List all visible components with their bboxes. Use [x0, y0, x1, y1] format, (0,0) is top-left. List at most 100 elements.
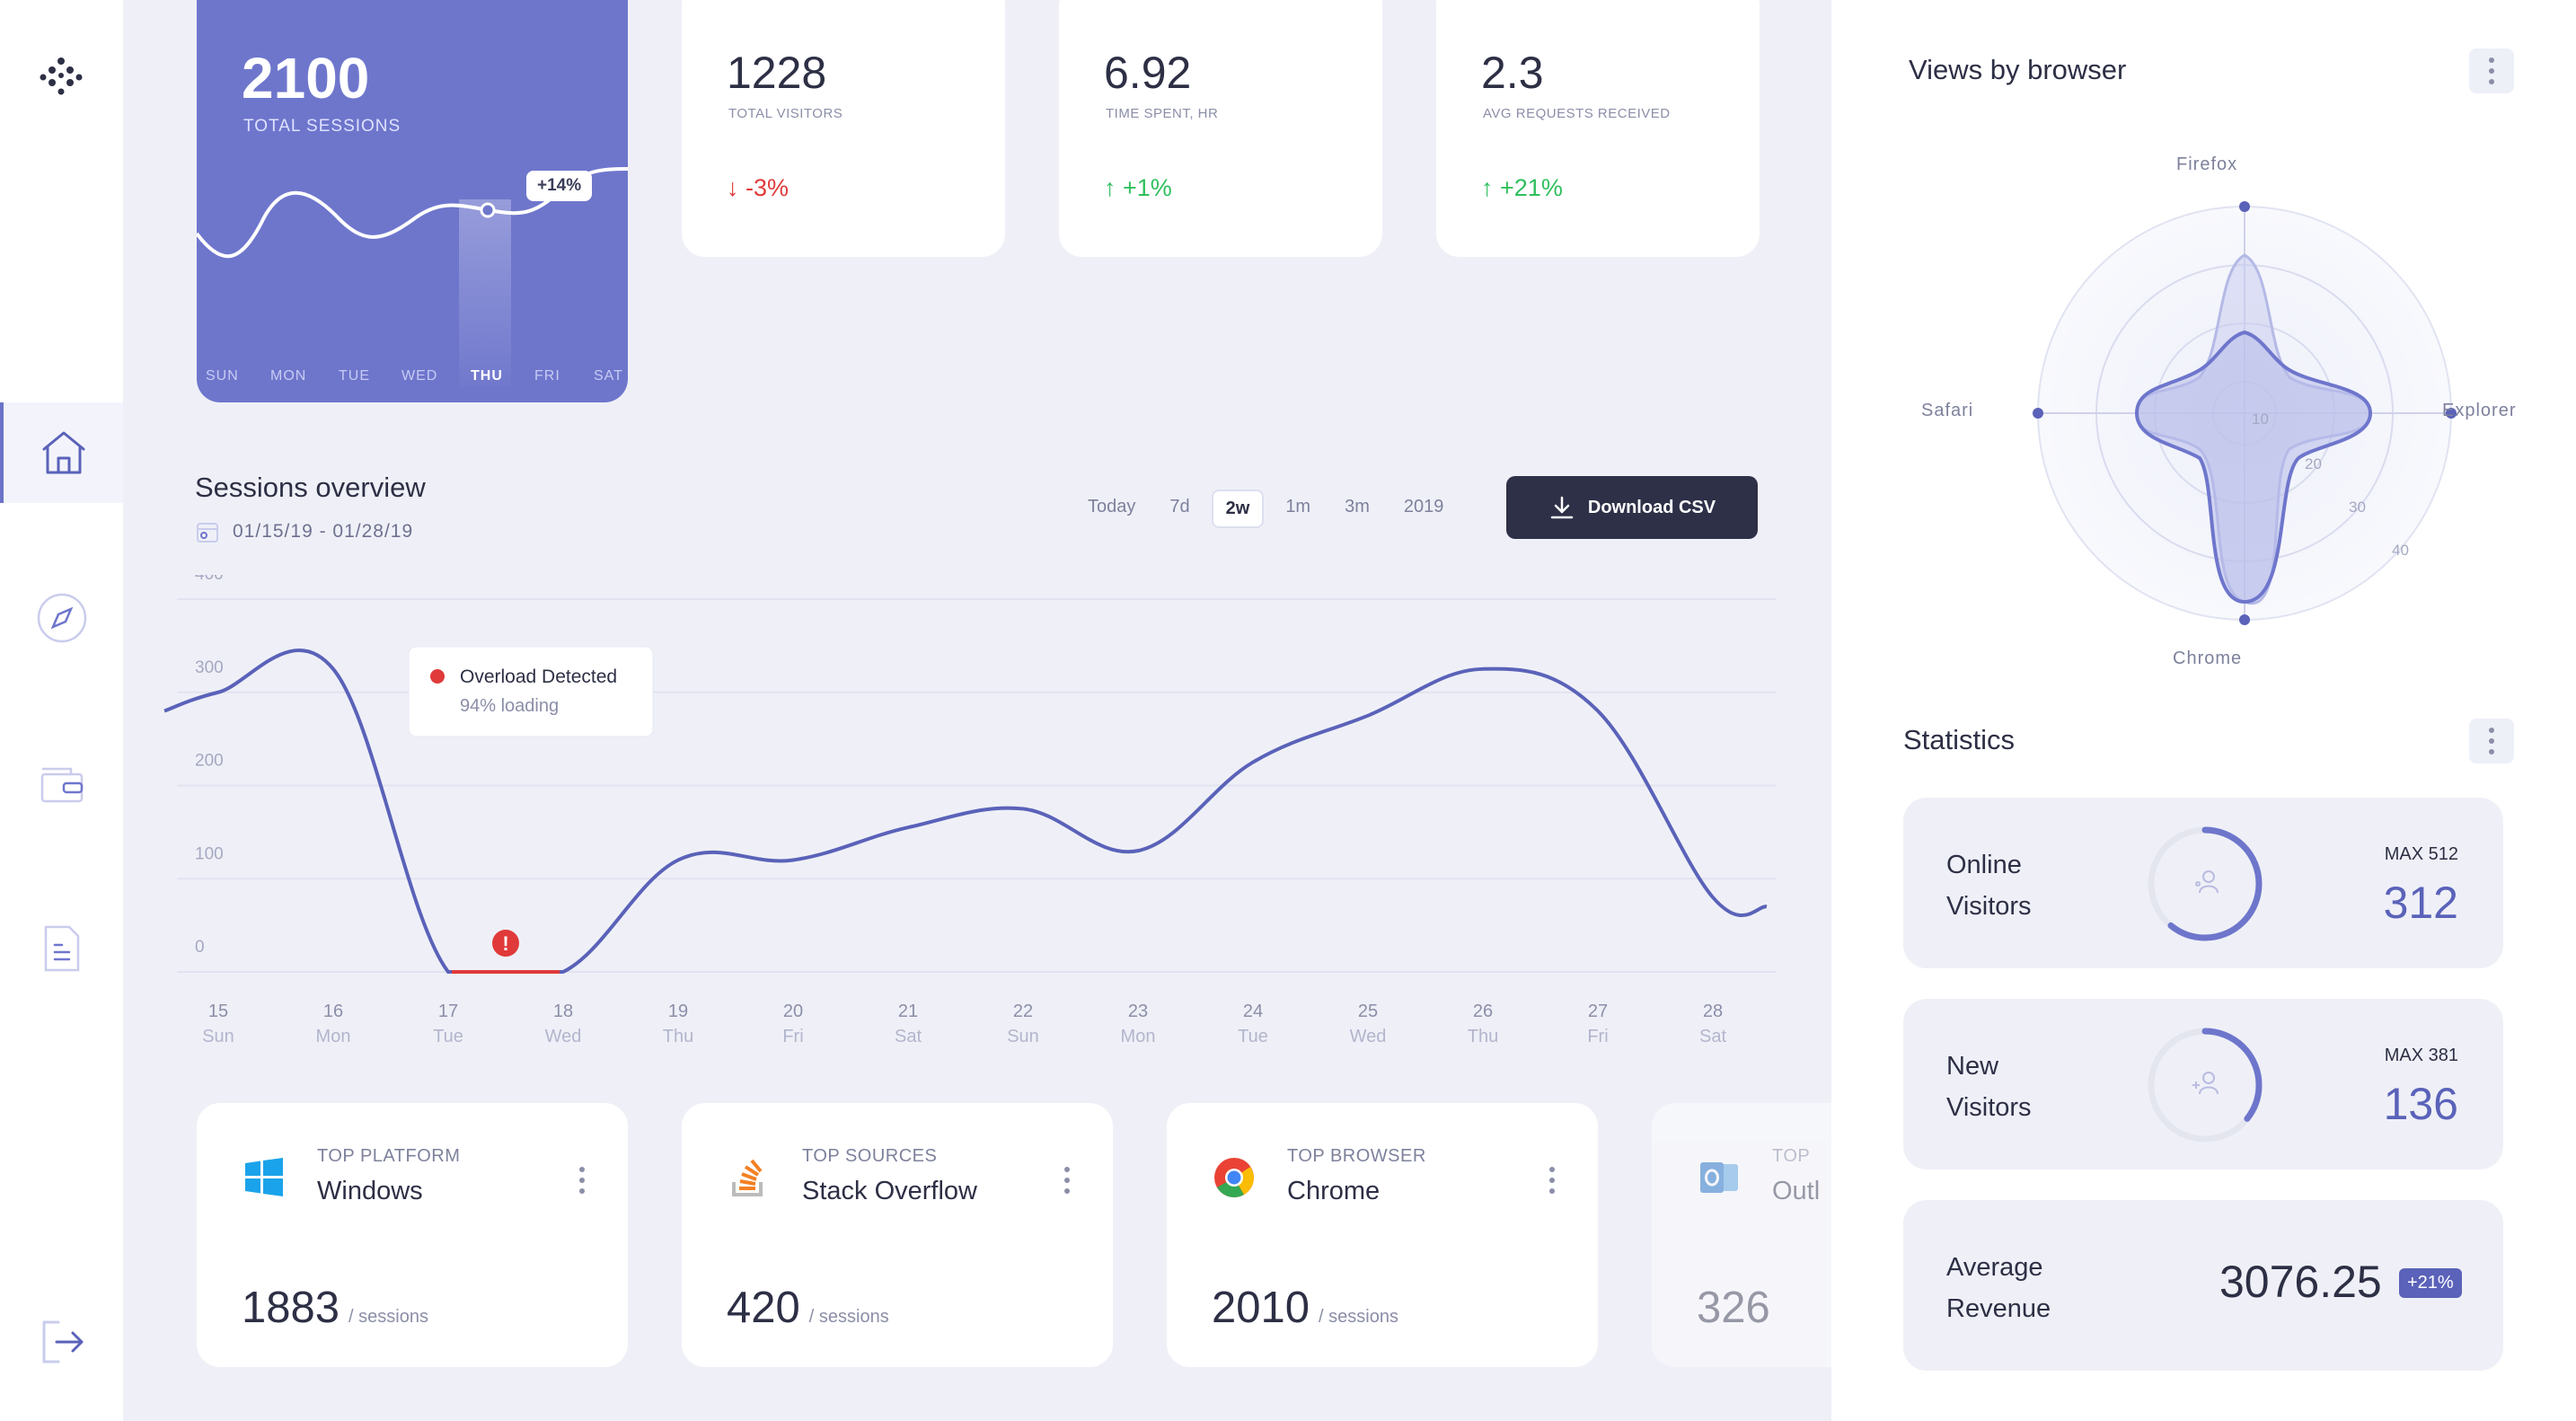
top-email-card[interactable]: TOP Outl 326	[1652, 1103, 1831, 1367]
radar-label-chrome: Chrome	[2173, 649, 2243, 668]
compass-icon	[37, 593, 86, 643]
x-tick-sublabel: Wed	[545, 1027, 582, 1046]
data-point[interactable]	[1359, 707, 1377, 725]
nav-logout[interactable]	[0, 1292, 123, 1392]
statistics-title: Statistics	[1903, 724, 2016, 755]
day-label-selected[interactable]: THU	[471, 368, 503, 384]
radar-ring-label: 20	[2305, 455, 2322, 472]
outlook-icon	[1700, 1162, 1738, 1193]
date-range[interactable]: 01/15/19 - 01/28/19	[233, 521, 414, 542]
x-tick-label: 28	[1703, 1002, 1723, 1021]
data-point[interactable]	[439, 963, 457, 981]
nav-compass[interactable]	[0, 568, 123, 668]
top-sources-card[interactable]: TOP SOURCES Stack Overflow 420/ sessions	[682, 1103, 1113, 1367]
online-visitors-card[interactable]: Online Visitors MAX 512 312	[1903, 798, 2503, 968]
stat-change: ↑ +21%	[1481, 174, 1563, 201]
kebab-menu-icon[interactable]	[578, 1166, 587, 1195]
x-tick-sublabel: Sat	[1699, 1027, 1726, 1046]
nav-home[interactable]	[0, 402, 123, 503]
sessions-wave-chart	[197, 167, 628, 386]
day-label[interactable]: SAT	[594, 368, 623, 384]
wave-point[interactable]	[480, 202, 496, 218]
x-tick-label: 19	[668, 1002, 688, 1021]
card-value: 1883/ sessions	[242, 1284, 428, 1332]
data-point[interactable]	[1704, 888, 1722, 906]
dots-logo-icon[interactable]	[38, 52, 84, 99]
svg-text:!: !	[502, 932, 508, 955]
arrow-up-icon: ↑	[1104, 174, 1116, 201]
nav-document[interactable]	[0, 898, 123, 999]
chrome-icon	[1214, 1158, 1254, 1197]
data-point[interactable]	[1589, 702, 1607, 720]
day-label[interactable]: FRI	[534, 368, 560, 384]
data-point[interactable]	[899, 818, 917, 836]
day-label[interactable]: SUN	[206, 368, 239, 384]
new-visitors-ring	[2148, 1028, 2263, 1143]
range-3m[interactable]: 3m	[1345, 497, 1370, 516]
radar-label-explorer: Explorer	[2442, 401, 2517, 420]
wallet-icon	[40, 767, 83, 803]
download-csv-button[interactable]: Download CSV	[1506, 476, 1758, 539]
radar-point[interactable]	[2446, 408, 2457, 419]
x-tick-sublabel: Thu	[663, 1027, 693, 1046]
total-sessions-value: 2100	[242, 46, 370, 110]
data-point[interactable]	[209, 684, 227, 702]
radar-ring-label: 10	[2252, 410, 2269, 428]
stat-label: AVG REQUESTS RECEIVED	[1483, 106, 1671, 121]
day-label[interactable]: TUE	[339, 368, 370, 384]
range-2019[interactable]: 2019	[1403, 497, 1444, 516]
card-value: 2010/ sessions	[1212, 1284, 1398, 1332]
overload-alert-icon[interactable]: !	[492, 930, 519, 957]
data-point[interactable]	[1474, 660, 1492, 678]
card-value: 326	[1697, 1284, 1770, 1332]
new-visitors-card[interactable]: New Visitors MAX 381 136	[1903, 999, 2503, 1169]
sessions-change-badge: +14%	[526, 171, 593, 201]
range-today[interactable]: Today	[1088, 497, 1136, 516]
data-point[interactable]	[669, 852, 687, 869]
day-label[interactable]: MON	[270, 368, 307, 384]
range-selector: Today 7d 2w 1m 3m 2019	[1075, 490, 1465, 528]
stat-label: TIME SPENT, HR	[1106, 106, 1219, 121]
total-visitors-card[interactable]: 1228 TOTAL VISITORS ↓ -3%	[682, 0, 1005, 257]
calendar-icon	[197, 523, 218, 543]
right-panel: Views by browser 10 20 30 40 Firefox Exp…	[1831, 0, 2576, 1421]
average-revenue-value: 3076.25	[2219, 1257, 2382, 1307]
data-point[interactable]	[784, 852, 802, 869]
top-platform-card[interactable]: TOP PLATFORM Windows 1883/ sessions	[197, 1103, 628, 1367]
radar-shape-primary	[2134, 330, 2373, 605]
x-tick-sublabel: Fri	[782, 1027, 803, 1046]
range-2w[interactable]: 2w	[1211, 490, 1265, 528]
statistics-menu-button[interactable]	[2469, 719, 2514, 763]
radar-point[interactable]	[2239, 614, 2250, 625]
radar-point[interactable]	[2239, 201, 2250, 212]
radar-point[interactable]	[2033, 408, 2043, 419]
avg-requests-card[interactable]: 2.3 AVG REQUESTS RECEIVED ↑ +21%	[1436, 0, 1760, 257]
data-point[interactable]	[1014, 799, 1032, 817]
new-visitors-max: MAX 381	[2384, 1046, 2458, 1065]
x-tick-sublabel: Tue	[1238, 1027, 1268, 1046]
browser-menu-button[interactable]	[2469, 49, 2514, 93]
data-point[interactable]	[554, 963, 572, 981]
nav-wallet[interactable]	[0, 733, 123, 834]
time-spent-card[interactable]: 6.92 TIME SPENT, HR ↑ +1%	[1059, 0, 1382, 257]
x-tick-label: 25	[1358, 1002, 1378, 1021]
day-label[interactable]: WED	[401, 368, 438, 384]
arrow-up-icon: ↑	[1481, 174, 1494, 201]
total-sessions-card[interactable]: 2100 TOTAL SESSIONS +14% SUN MON TUE WED…	[197, 0, 628, 402]
range-1m[interactable]: 1m	[1285, 497, 1311, 516]
browser-radar-chart: 10 20 30 40	[2033, 201, 2457, 625]
online-visitors-label: Online Visitors	[1946, 851, 2032, 921]
top-browser-card[interactable]: TOP BROWSER Chrome 2010/ sessions	[1167, 1103, 1598, 1367]
data-point[interactable]	[1129, 842, 1147, 860]
x-tick-label: 15	[208, 1002, 228, 1021]
range-7d[interactable]: 7d	[1169, 497, 1190, 516]
data-point[interactable]	[1244, 754, 1262, 772]
stat-change: ↑ +1%	[1104, 174, 1172, 201]
average-revenue-card[interactable]: Average Revenue 3076.25 +21%	[1903, 1200, 2503, 1371]
kebab-menu-icon[interactable]	[1063, 1166, 1072, 1195]
data-point[interactable]	[324, 660, 342, 678]
kebab-menu-icon[interactable]	[1548, 1166, 1557, 1195]
stat-value: 1228	[727, 48, 827, 98]
x-tick-sublabel: Mon	[316, 1027, 351, 1046]
sessions-series-line	[163, 648, 1768, 974]
